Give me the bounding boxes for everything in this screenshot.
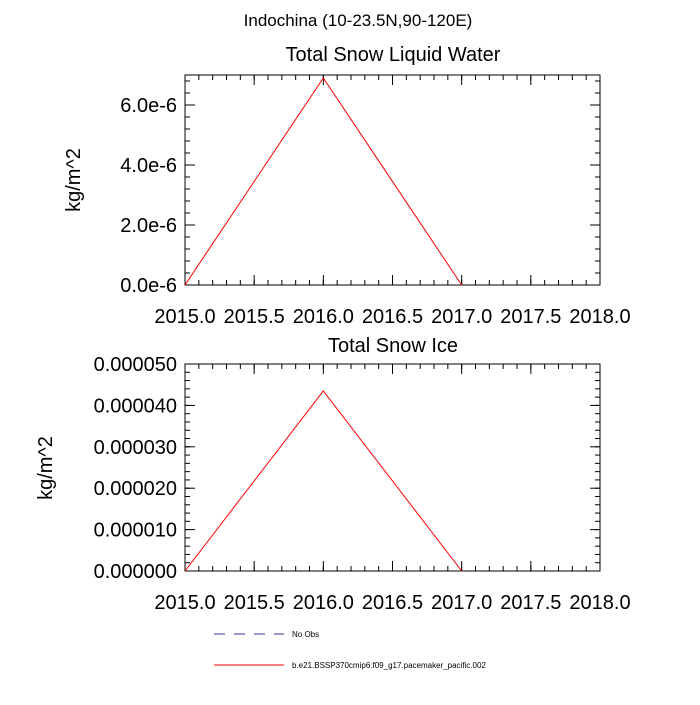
y-axis-label: kg/m^2 [63, 148, 85, 212]
x-tick-label: 2015.5 [224, 592, 285, 614]
x-tick-label: 2015.5 [224, 306, 285, 328]
y-tick-label: 0.000010 [94, 520, 177, 542]
y-tick-label: 6.0e-6 [120, 95, 177, 117]
x-tick-label: 2016.0 [293, 306, 354, 328]
y-tick-label: 0.000000 [94, 561, 177, 583]
chart-title: Total Snow Ice [328, 335, 458, 357]
y-tick-label: 2.0e-6 [120, 215, 177, 237]
y-tick-label: 4.0e-6 [120, 155, 177, 177]
chart-panel-snow-ice: Total Snow Ice kg/m^2 2015.0 2015.5 2016.0… [35, 335, 631, 614]
chart-panel-snow-liquid-water: Total Snow Liquid Water kg/m^2 2015.0 201… [63, 44, 631, 328]
series-line [184, 390, 463, 572]
x-tick-label: 2016.5 [362, 592, 423, 614]
chart-title: Total Snow Liquid Water [286, 44, 501, 66]
x-tick-label: 2017.0 [431, 306, 492, 328]
legend-label-model: b.e21.BSSP370cmip6.f09_g17.pacemaker_pac… [292, 661, 486, 670]
plot-frame [184, 363, 601, 572]
x-tick-label: 2017.0 [431, 592, 492, 614]
y-tick-label: 0.000050 [94, 354, 177, 376]
x-tick-label: 2018.0 [569, 592, 630, 614]
figure-title: Indochina (10-23.5N,90-120E) [244, 11, 473, 30]
y-axis-label: kg/m^2 [35, 436, 57, 500]
legend-label-no-obs: No Obs [292, 630, 319, 639]
series-line [184, 77, 463, 286]
y-tick-label: 0.000020 [94, 478, 177, 500]
y-tick-label: 0.0e-6 [120, 275, 177, 297]
plot-frame [184, 74, 601, 286]
x-tick-label: 2017.5 [500, 306, 561, 328]
x-tick-label: 2015.0 [154, 592, 215, 614]
y-tick-label: 0.000030 [94, 437, 177, 459]
x-tick-label: 2015.0 [154, 306, 215, 328]
x-tick-label: 2016.5 [362, 306, 423, 328]
x-tick-label: 2017.5 [500, 592, 561, 614]
x-tick-label: 2018.0 [569, 306, 630, 328]
legend: No Obs b.e21.BSSP370cmip6.f09_g17.pacema… [214, 630, 486, 670]
y-tick-label: 0.000040 [94, 395, 177, 417]
x-tick-label: 2016.0 [293, 592, 354, 614]
